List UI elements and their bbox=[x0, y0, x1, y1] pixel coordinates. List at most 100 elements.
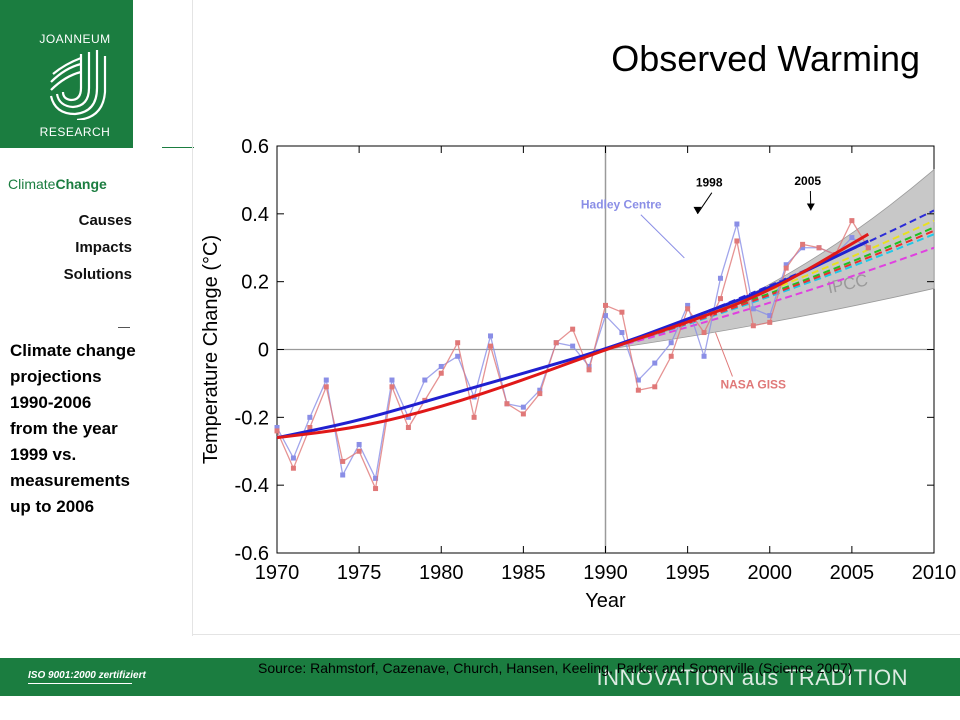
x-axis-label: Year bbox=[585, 590, 626, 612]
data-point-nasa bbox=[816, 245, 822, 251]
data-point-nasa bbox=[734, 238, 740, 244]
description-line: 1999 vs. bbox=[10, 445, 77, 464]
data-point-hadley bbox=[438, 363, 444, 369]
data-point-nasa bbox=[865, 245, 871, 251]
data-point-nasa bbox=[586, 367, 592, 373]
data-point-hadley bbox=[570, 343, 576, 349]
data-point-nasa bbox=[849, 218, 855, 224]
trend-line-red bbox=[276, 232, 870, 440]
nav-solutions[interactable]: Solutions bbox=[63, 266, 132, 283]
data-point-nasa bbox=[570, 326, 576, 332]
trend-line-blue bbox=[276, 239, 869, 440]
data-point-hadley bbox=[783, 262, 789, 268]
data-point-hadley bbox=[422, 377, 428, 383]
data-point-nasa bbox=[619, 309, 625, 315]
data-point-hadley bbox=[455, 353, 461, 359]
arrow-head-icon bbox=[806, 203, 815, 211]
sidebar-rule bbox=[162, 147, 194, 148]
nav-impacts[interactable]: Impacts bbox=[75, 239, 132, 256]
data-point-nasa bbox=[471, 414, 477, 420]
data-point-nasa bbox=[553, 340, 559, 346]
data-point-hadley bbox=[373, 475, 379, 481]
data-point-nasa bbox=[652, 384, 658, 390]
data-point-nasa bbox=[290, 465, 296, 471]
data-point-nasa bbox=[504, 401, 510, 407]
data-point-nasa bbox=[701, 330, 707, 336]
data-point-hadley bbox=[619, 330, 625, 336]
description-line: projections bbox=[10, 367, 102, 386]
annotation-label: 2005 bbox=[794, 174, 821, 188]
y-tick-label: 0.2 bbox=[241, 272, 269, 294]
data-point-nasa bbox=[537, 391, 543, 397]
data-point-hadley bbox=[307, 414, 313, 420]
iso-certification: ISO 9001:2000 zertifiziert bbox=[28, 670, 146, 681]
annotation-label: Hadley Centre bbox=[581, 198, 662, 212]
data-point-hadley bbox=[389, 377, 395, 383]
data-point-hadley bbox=[701, 353, 707, 359]
data-point-hadley bbox=[323, 377, 329, 383]
logo-text-top: JOANNEUM bbox=[39, 32, 111, 46]
data-point-hadley bbox=[586, 363, 592, 369]
data-point-hadley bbox=[405, 414, 411, 420]
data-point-nasa bbox=[668, 353, 674, 359]
y-tick-label: 0.6 bbox=[241, 136, 269, 158]
y-axis-label: Temperature Change (°C) bbox=[200, 235, 222, 464]
divider bbox=[118, 327, 130, 328]
x-tick-label: 1975 bbox=[337, 562, 382, 584]
data-point-nasa bbox=[340, 458, 346, 464]
y-tick-label: -0.2 bbox=[235, 407, 269, 429]
data-point-nasa bbox=[356, 448, 362, 454]
annotation-label: 1998 bbox=[696, 176, 723, 190]
x-tick-label: 1970 bbox=[255, 562, 300, 584]
data-point-nasa bbox=[717, 296, 723, 302]
nav-causes[interactable]: Causes bbox=[78, 212, 132, 229]
tagline: INNOVATION aus TRADITION bbox=[596, 665, 908, 690]
data-point-nasa bbox=[685, 306, 691, 312]
data-point-hadley bbox=[635, 377, 641, 383]
data-point-hadley bbox=[290, 455, 296, 461]
data-point-nasa bbox=[323, 384, 329, 390]
data-point-nasa bbox=[488, 343, 494, 349]
slide-description: Climate change projections 1990-2006 fro… bbox=[10, 338, 182, 520]
data-point-hadley bbox=[717, 275, 723, 281]
data-point-nasa bbox=[767, 319, 773, 325]
data-point-hadley bbox=[520, 404, 526, 410]
data-point-hadley bbox=[685, 302, 691, 308]
y-tick-label: -0.6 bbox=[235, 543, 269, 565]
data-point-nasa bbox=[750, 323, 756, 329]
y-tick-label: -0.4 bbox=[235, 475, 269, 497]
data-point-hadley bbox=[668, 340, 674, 346]
annotation-line bbox=[640, 214, 685, 259]
data-point-hadley bbox=[652, 360, 658, 366]
data-point-hadley bbox=[849, 235, 855, 241]
y-tick-label: 0 bbox=[258, 340, 269, 362]
data-point-nasa bbox=[783, 265, 789, 271]
data-point-nasa bbox=[307, 425, 313, 431]
slide-title: Observed Warming bbox=[611, 38, 920, 79]
footer-band bbox=[0, 658, 960, 696]
x-tick-label: 2010 bbox=[912, 562, 957, 584]
annotation-line bbox=[697, 192, 713, 215]
data-point-nasa bbox=[520, 411, 526, 417]
data-point-hadley bbox=[734, 221, 740, 227]
temperature-chart: IPCC 1970 1975 1980 1985 1990 1995 2000 2005 201… bbox=[200, 136, 957, 612]
description-line: measurements bbox=[10, 471, 131, 490]
source-citation: Source: Rahmstorf, Cazenave, Church, Han… bbox=[258, 660, 853, 676]
data-point-nasa bbox=[405, 425, 411, 431]
data-point-hadley bbox=[603, 313, 608, 319]
data-point-nasa bbox=[455, 340, 461, 346]
section-title: ClimateChange bbox=[8, 176, 107, 192]
description-line: from the year bbox=[10, 419, 118, 438]
arrow-head-icon bbox=[693, 206, 702, 214]
data-point-hadley bbox=[356, 441, 362, 447]
logo: JOANNEUM RESEARCH bbox=[0, 0, 133, 148]
x-tick-label: 2000 bbox=[748, 562, 793, 584]
data-point-hadley bbox=[750, 306, 756, 312]
iso-underline bbox=[28, 683, 132, 684]
section-suffix: Change bbox=[55, 176, 107, 192]
data-point-hadley bbox=[800, 245, 806, 251]
projection-line bbox=[605, 246, 935, 351]
logo-mark-icon bbox=[49, 50, 107, 120]
data-point-hadley bbox=[274, 425, 280, 431]
x-tick-label: 1995 bbox=[665, 562, 710, 584]
